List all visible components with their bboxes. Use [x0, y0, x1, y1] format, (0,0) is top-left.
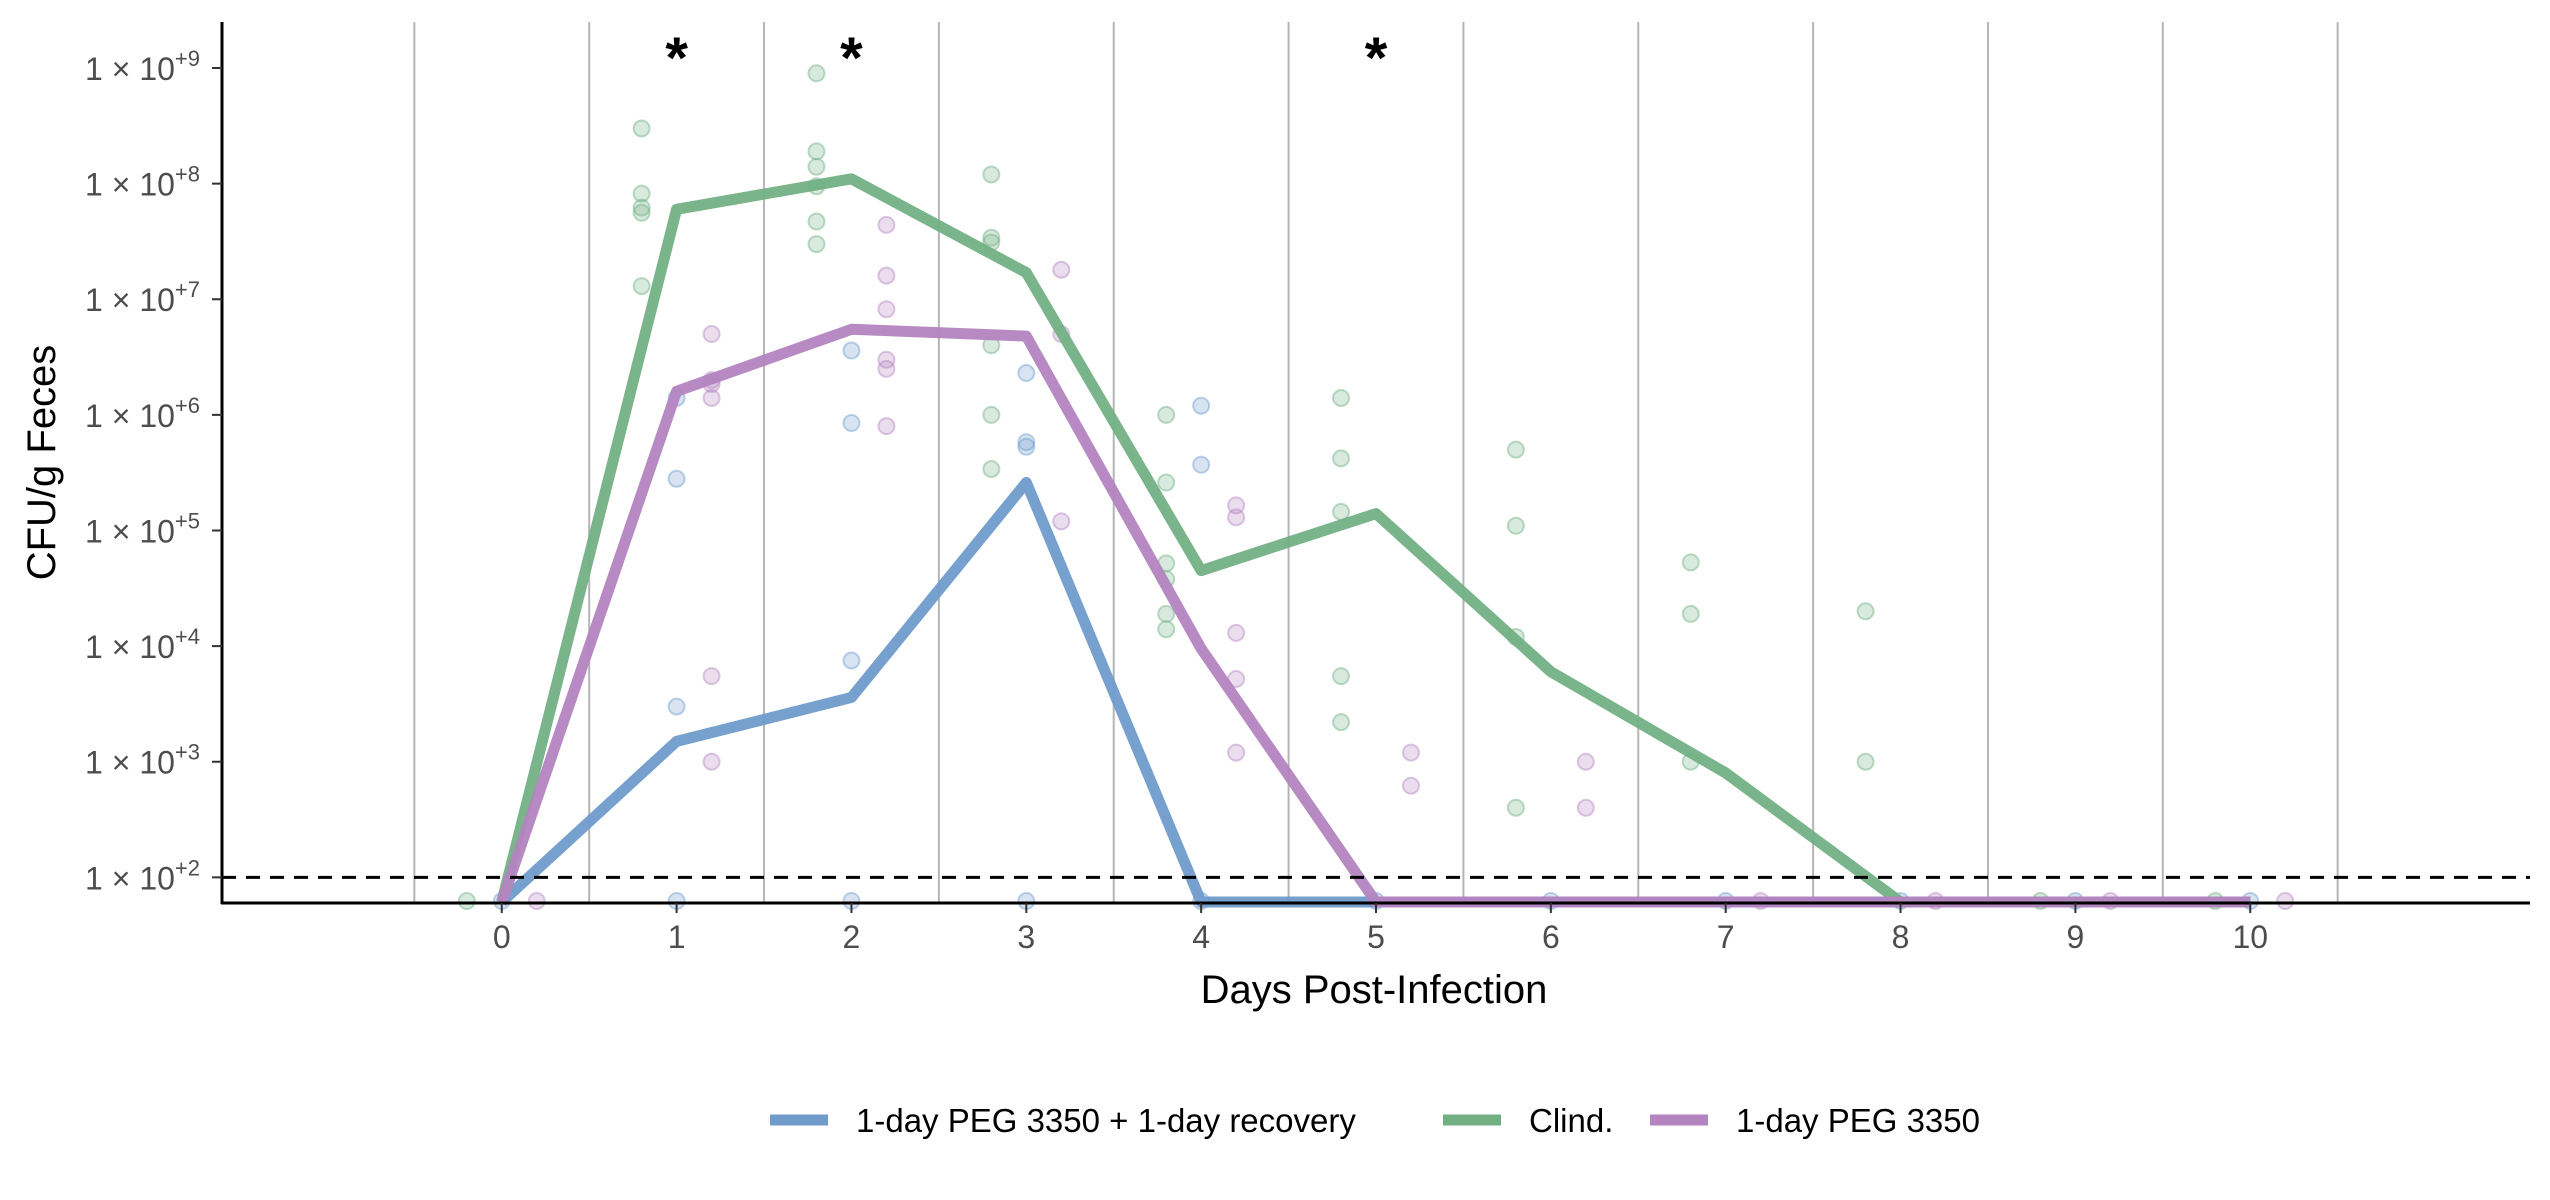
data-point — [702, 388, 721, 407]
x-tick-label: 5 — [1367, 919, 1385, 955]
data-point — [632, 119, 651, 138]
data-point — [982, 228, 1001, 247]
x-tick-label: 0 — [493, 919, 511, 955]
data-point — [982, 460, 1001, 479]
data-point — [702, 325, 721, 344]
y-tick-label: 1 × 10+6 — [85, 393, 200, 434]
data-point — [1576, 752, 1595, 771]
y-tick-label: 1 × 10+5 — [85, 508, 200, 549]
data-point — [1332, 713, 1351, 732]
x-tick-label: 1 — [668, 919, 686, 955]
x-tick-label: 10 — [2232, 919, 2268, 955]
data-point — [1506, 440, 1525, 459]
significance-marks: * * * — [665, 26, 1387, 91]
data-point — [877, 215, 896, 234]
data-point — [982, 405, 1001, 424]
x-tick-label: 4 — [1192, 919, 1210, 955]
data-point — [1157, 405, 1176, 424]
data-point — [1157, 604, 1176, 623]
data-point — [632, 184, 651, 203]
data-point — [1227, 508, 1246, 527]
data-point — [632, 277, 651, 296]
y-tick-label: 1 × 10+4 — [85, 624, 200, 665]
legend-label: 1-day PEG 3350 — [1736, 1102, 1980, 1139]
data-point — [1401, 776, 1420, 795]
data-point — [1856, 752, 1875, 771]
significance-star: * — [665, 26, 688, 91]
data-point — [1681, 604, 1700, 623]
legend-label: Clind. — [1529, 1102, 1613, 1139]
data-point — [632, 198, 651, 217]
data-point — [1332, 449, 1351, 468]
data-points — [457, 64, 2295, 910]
data-point — [2276, 892, 2295, 910]
data-point — [807, 235, 826, 254]
significance-star: * — [840, 26, 863, 91]
data-point — [1576, 798, 1595, 817]
data-point — [877, 417, 896, 436]
data-point — [1017, 437, 1036, 456]
data-point — [1052, 260, 1071, 279]
x-tick-label: 2 — [843, 919, 861, 955]
legend-label: 1-day PEG 3350 + 1-day recovery — [856, 1102, 1356, 1139]
data-point — [1332, 667, 1351, 686]
data-point — [457, 892, 476, 910]
y-tick-label: 1 × 10+2 — [85, 855, 200, 896]
y-tick-labels: 1 × 10+2 1 × 10+3 1 × 10+4 1 × 10+5 1 × 10+6… — [85, 46, 222, 896]
data-point — [1017, 433, 1036, 452]
y-tick-label: 1 × 10+8 — [85, 162, 200, 203]
data-point — [1506, 798, 1525, 817]
data-point — [632, 203, 651, 222]
x-tick-label: 8 — [1892, 919, 1910, 955]
y-tick-label: 1 × 10+3 — [85, 740, 200, 781]
data-point — [667, 697, 686, 716]
data-point — [1227, 623, 1246, 642]
data-point — [667, 469, 686, 488]
significance-star: * — [1365, 26, 1388, 91]
data-point — [1192, 396, 1211, 415]
data-point — [807, 212, 826, 231]
x-tick-label: 6 — [1542, 919, 1560, 955]
data-point — [842, 651, 861, 670]
data-point — [842, 414, 861, 433]
data-point — [1227, 743, 1246, 762]
data-point — [807, 157, 826, 176]
x-axis-title: Days Post-Infection — [1201, 968, 1548, 1012]
data-point — [527, 892, 546, 910]
data-point — [877, 359, 896, 378]
data-point — [1227, 496, 1246, 515]
y-tick-label: 1 × 10+9 — [85, 46, 200, 87]
data-point — [877, 266, 896, 285]
axes — [220, 22, 2530, 905]
x-tick-label: 9 — [2066, 919, 2084, 955]
data-point — [1052, 512, 1071, 531]
x-tick-label: 3 — [1017, 919, 1035, 955]
grid-lines — [413, 22, 2339, 903]
data-point — [807, 142, 826, 161]
data-point — [807, 64, 826, 83]
legend: 1-day PEG 3350 + 1-day recovery Clind. 1-d… — [770, 1102, 1980, 1139]
data-point — [877, 300, 896, 319]
data-point — [702, 752, 721, 771]
data-point — [1017, 364, 1036, 383]
y-axis-title: CFU/g Feces — [20, 345, 64, 581]
data-point — [1856, 602, 1875, 621]
data-point — [1192, 455, 1211, 474]
data-point — [1157, 620, 1176, 639]
data-point — [1506, 516, 1525, 535]
y-tick-label: 1 × 10+7 — [85, 277, 200, 318]
data-point — [842, 341, 861, 360]
data-point — [1401, 743, 1420, 762]
x-tick-label: 7 — [1717, 919, 1735, 955]
data-point — [1332, 388, 1351, 407]
data-point — [1681, 553, 1700, 572]
data-point — [877, 350, 896, 369]
data-point — [702, 667, 721, 686]
data-point — [982, 165, 1001, 184]
data-point — [1157, 473, 1176, 492]
x-tick-labels: 0 1 2 3 4 5 6 7 8 9 10 — [493, 903, 2268, 955]
